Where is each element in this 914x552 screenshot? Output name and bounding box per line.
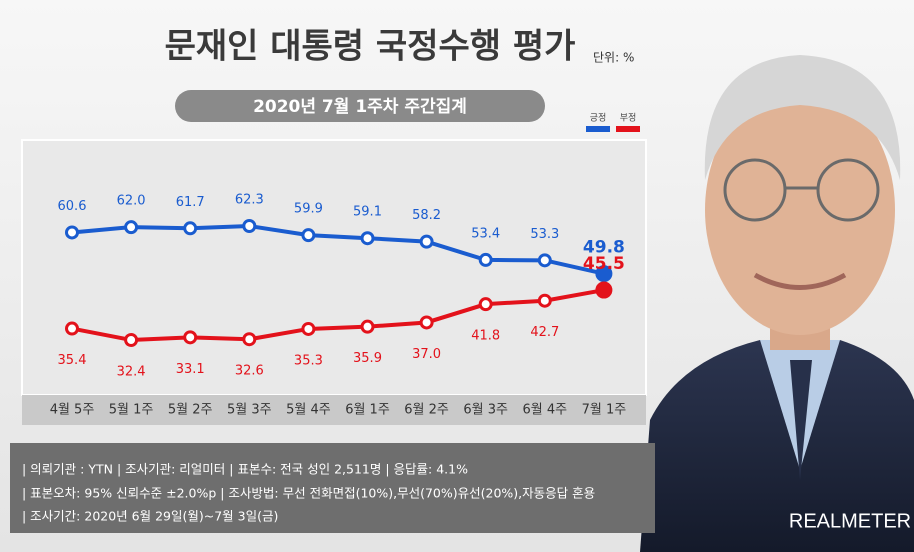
data-point bbox=[65, 225, 79, 240]
subtitle: 2020년 7월 1주차 주간집계 bbox=[253, 97, 467, 117]
x-tick-label: 4월 5주 bbox=[50, 403, 95, 418]
data-point bbox=[124, 220, 139, 235]
portrait bbox=[640, 55, 914, 552]
data-point bbox=[301, 321, 316, 336]
data-point bbox=[242, 219, 257, 233]
unit: 단위: % bbox=[593, 51, 634, 65]
x-tick-label: 5월 3주 bbox=[227, 403, 272, 418]
x-axis-band bbox=[22, 395, 646, 425]
data-point bbox=[124, 333, 139, 347]
series-line bbox=[71, 288, 605, 343]
data-point bbox=[537, 293, 552, 308]
x-tick-label: 5월 4주 bbox=[286, 403, 331, 418]
data-label: 37.0 bbox=[412, 347, 441, 362]
data-point bbox=[360, 319, 375, 334]
data-label: 35.3 bbox=[294, 353, 323, 368]
x-tick-label: 7월 1주 bbox=[582, 403, 627, 418]
data-label: 62.3 bbox=[235, 193, 264, 208]
legend-label: 부정 bbox=[620, 113, 637, 124]
data-point bbox=[242, 332, 257, 347]
data-point bbox=[595, 265, 613, 283]
data-point bbox=[419, 315, 434, 330]
data-point bbox=[478, 297, 493, 312]
data-label: 59.9 bbox=[294, 202, 323, 217]
x-tick-label: 6월 2주 bbox=[404, 403, 449, 418]
data-label: 32.6 bbox=[235, 364, 264, 379]
x-tick-label: 6월 3주 bbox=[463, 403, 508, 418]
data-point bbox=[183, 221, 198, 236]
data-label: 59.1 bbox=[353, 205, 382, 220]
legend-label: 긍정 bbox=[590, 113, 607, 124]
data-label: 53.4 bbox=[471, 226, 500, 241]
data-point bbox=[301, 228, 316, 243]
data-label: 35.4 bbox=[58, 353, 87, 368]
data-point bbox=[65, 321, 79, 336]
data-point bbox=[595, 281, 613, 299]
data-label: 62.0 bbox=[117, 194, 146, 209]
data-label: 42.7 bbox=[530, 325, 559, 340]
brand: REALMETER bbox=[789, 510, 911, 532]
series-line bbox=[71, 223, 605, 276]
footer-box bbox=[10, 443, 655, 533]
footer-note: | 조사기간: 2020년 6월 29일(월)~7월 3일(금) bbox=[22, 509, 278, 524]
data-label: 60.6 bbox=[58, 199, 87, 214]
legend-swatch bbox=[586, 126, 610, 132]
chart-title: 문재인 대통령 국정수행 평가 bbox=[165, 27, 576, 67]
x-tick-label: 5월 2주 bbox=[168, 403, 213, 418]
data-point bbox=[478, 252, 493, 267]
data-label: 32.4 bbox=[117, 365, 146, 380]
data-point bbox=[360, 231, 375, 246]
data-point bbox=[419, 234, 434, 249]
data-label: 33.1 bbox=[176, 362, 205, 377]
plot-area bbox=[21, 139, 647, 396]
legend-swatch bbox=[616, 126, 640, 132]
data-label: 61.7 bbox=[176, 195, 205, 210]
data-label: 35.9 bbox=[353, 351, 382, 366]
x-tick-label: 6월 4주 bbox=[522, 403, 567, 418]
data-label: 49.8 bbox=[583, 238, 625, 258]
subtitle-bar bbox=[175, 90, 545, 122]
data-point bbox=[537, 253, 552, 268]
footer-note: | 표본오차: 95% 신뢰수준 ±2.0%p | 조사방법: 무선 전화면접(… bbox=[22, 486, 595, 501]
data-label: 58.2 bbox=[412, 208, 441, 223]
data-label: 45.5 bbox=[583, 254, 625, 274]
data-point bbox=[183, 330, 198, 345]
data-label: 53.3 bbox=[530, 227, 559, 242]
x-tick-label: 5월 1주 bbox=[109, 403, 154, 418]
data-label: 41.8 bbox=[471, 329, 500, 344]
x-tick-label: 6월 1주 bbox=[345, 403, 390, 418]
footer-note: | 의뢰기관 : YTN | 조사기관: 리얼미터 | 표본수: 전국 성인 2… bbox=[22, 462, 468, 477]
